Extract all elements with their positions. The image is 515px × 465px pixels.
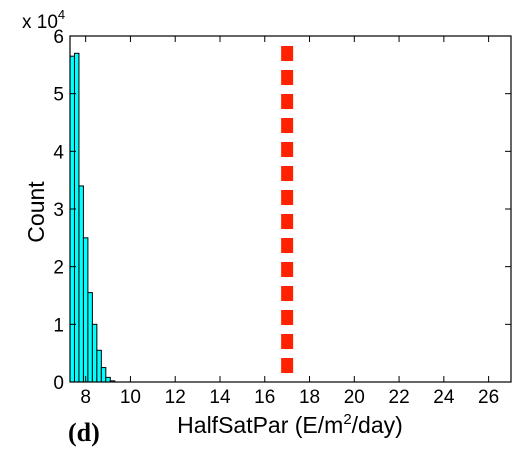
x-tick-label: 14 — [209, 387, 231, 408]
histogram-bar — [105, 376, 111, 383]
x-axis-label: HalfSatPar (E/m2/day) — [177, 411, 403, 438]
x-tick-label: 20 — [344, 387, 365, 408]
y-multiplier-base: x 10 — [22, 12, 58, 33]
x-tick-label: 26 — [478, 387, 499, 408]
y-axis-label: Count — [23, 181, 49, 243]
histogram-bar — [100, 367, 107, 383]
histogram-bar — [91, 323, 98, 383]
histogram-bar — [96, 349, 102, 383]
x-tick-label: 12 — [165, 387, 186, 408]
y-tick-label: 0 — [53, 373, 64, 394]
y-tick-label: 3 — [53, 200, 64, 221]
x-axis-label-tail: /day) — [352, 412, 403, 438]
y-tick-label: 5 — [53, 85, 64, 106]
y-multiplier-label: x 104 — [22, 7, 65, 33]
plot-frame — [69, 35, 512, 383]
x-tick-label: 8 — [80, 387, 91, 408]
panel-label: (d) — [68, 418, 100, 447]
y-tick-label: 1 — [53, 315, 64, 336]
x-tick-label: 10 — [120, 387, 141, 408]
y-multiplier-exponent: 4 — [58, 7, 65, 22]
histogram-bar — [82, 237, 89, 383]
y-tick-label: 2 — [53, 258, 64, 279]
histogram-bar — [73, 52, 80, 383]
histogram-bar — [69, 55, 75, 383]
histogram-bar — [78, 185, 84, 383]
x-tick-label: 24 — [433, 387, 455, 408]
histogram-bars — [69, 52, 116, 383]
x-tick-label: 22 — [389, 387, 410, 408]
x-tick-label: 18 — [299, 387, 320, 408]
y-tick-label: 6 — [53, 27, 64, 48]
x-axis-label-text: HalfSatPar (E/m — [177, 412, 343, 438]
x-axis-label-superscript: 2 — [343, 411, 351, 428]
x-tick-label: 16 — [254, 387, 275, 408]
histogram-bar — [87, 292, 93, 383]
y-tick-label: 4 — [53, 142, 64, 163]
